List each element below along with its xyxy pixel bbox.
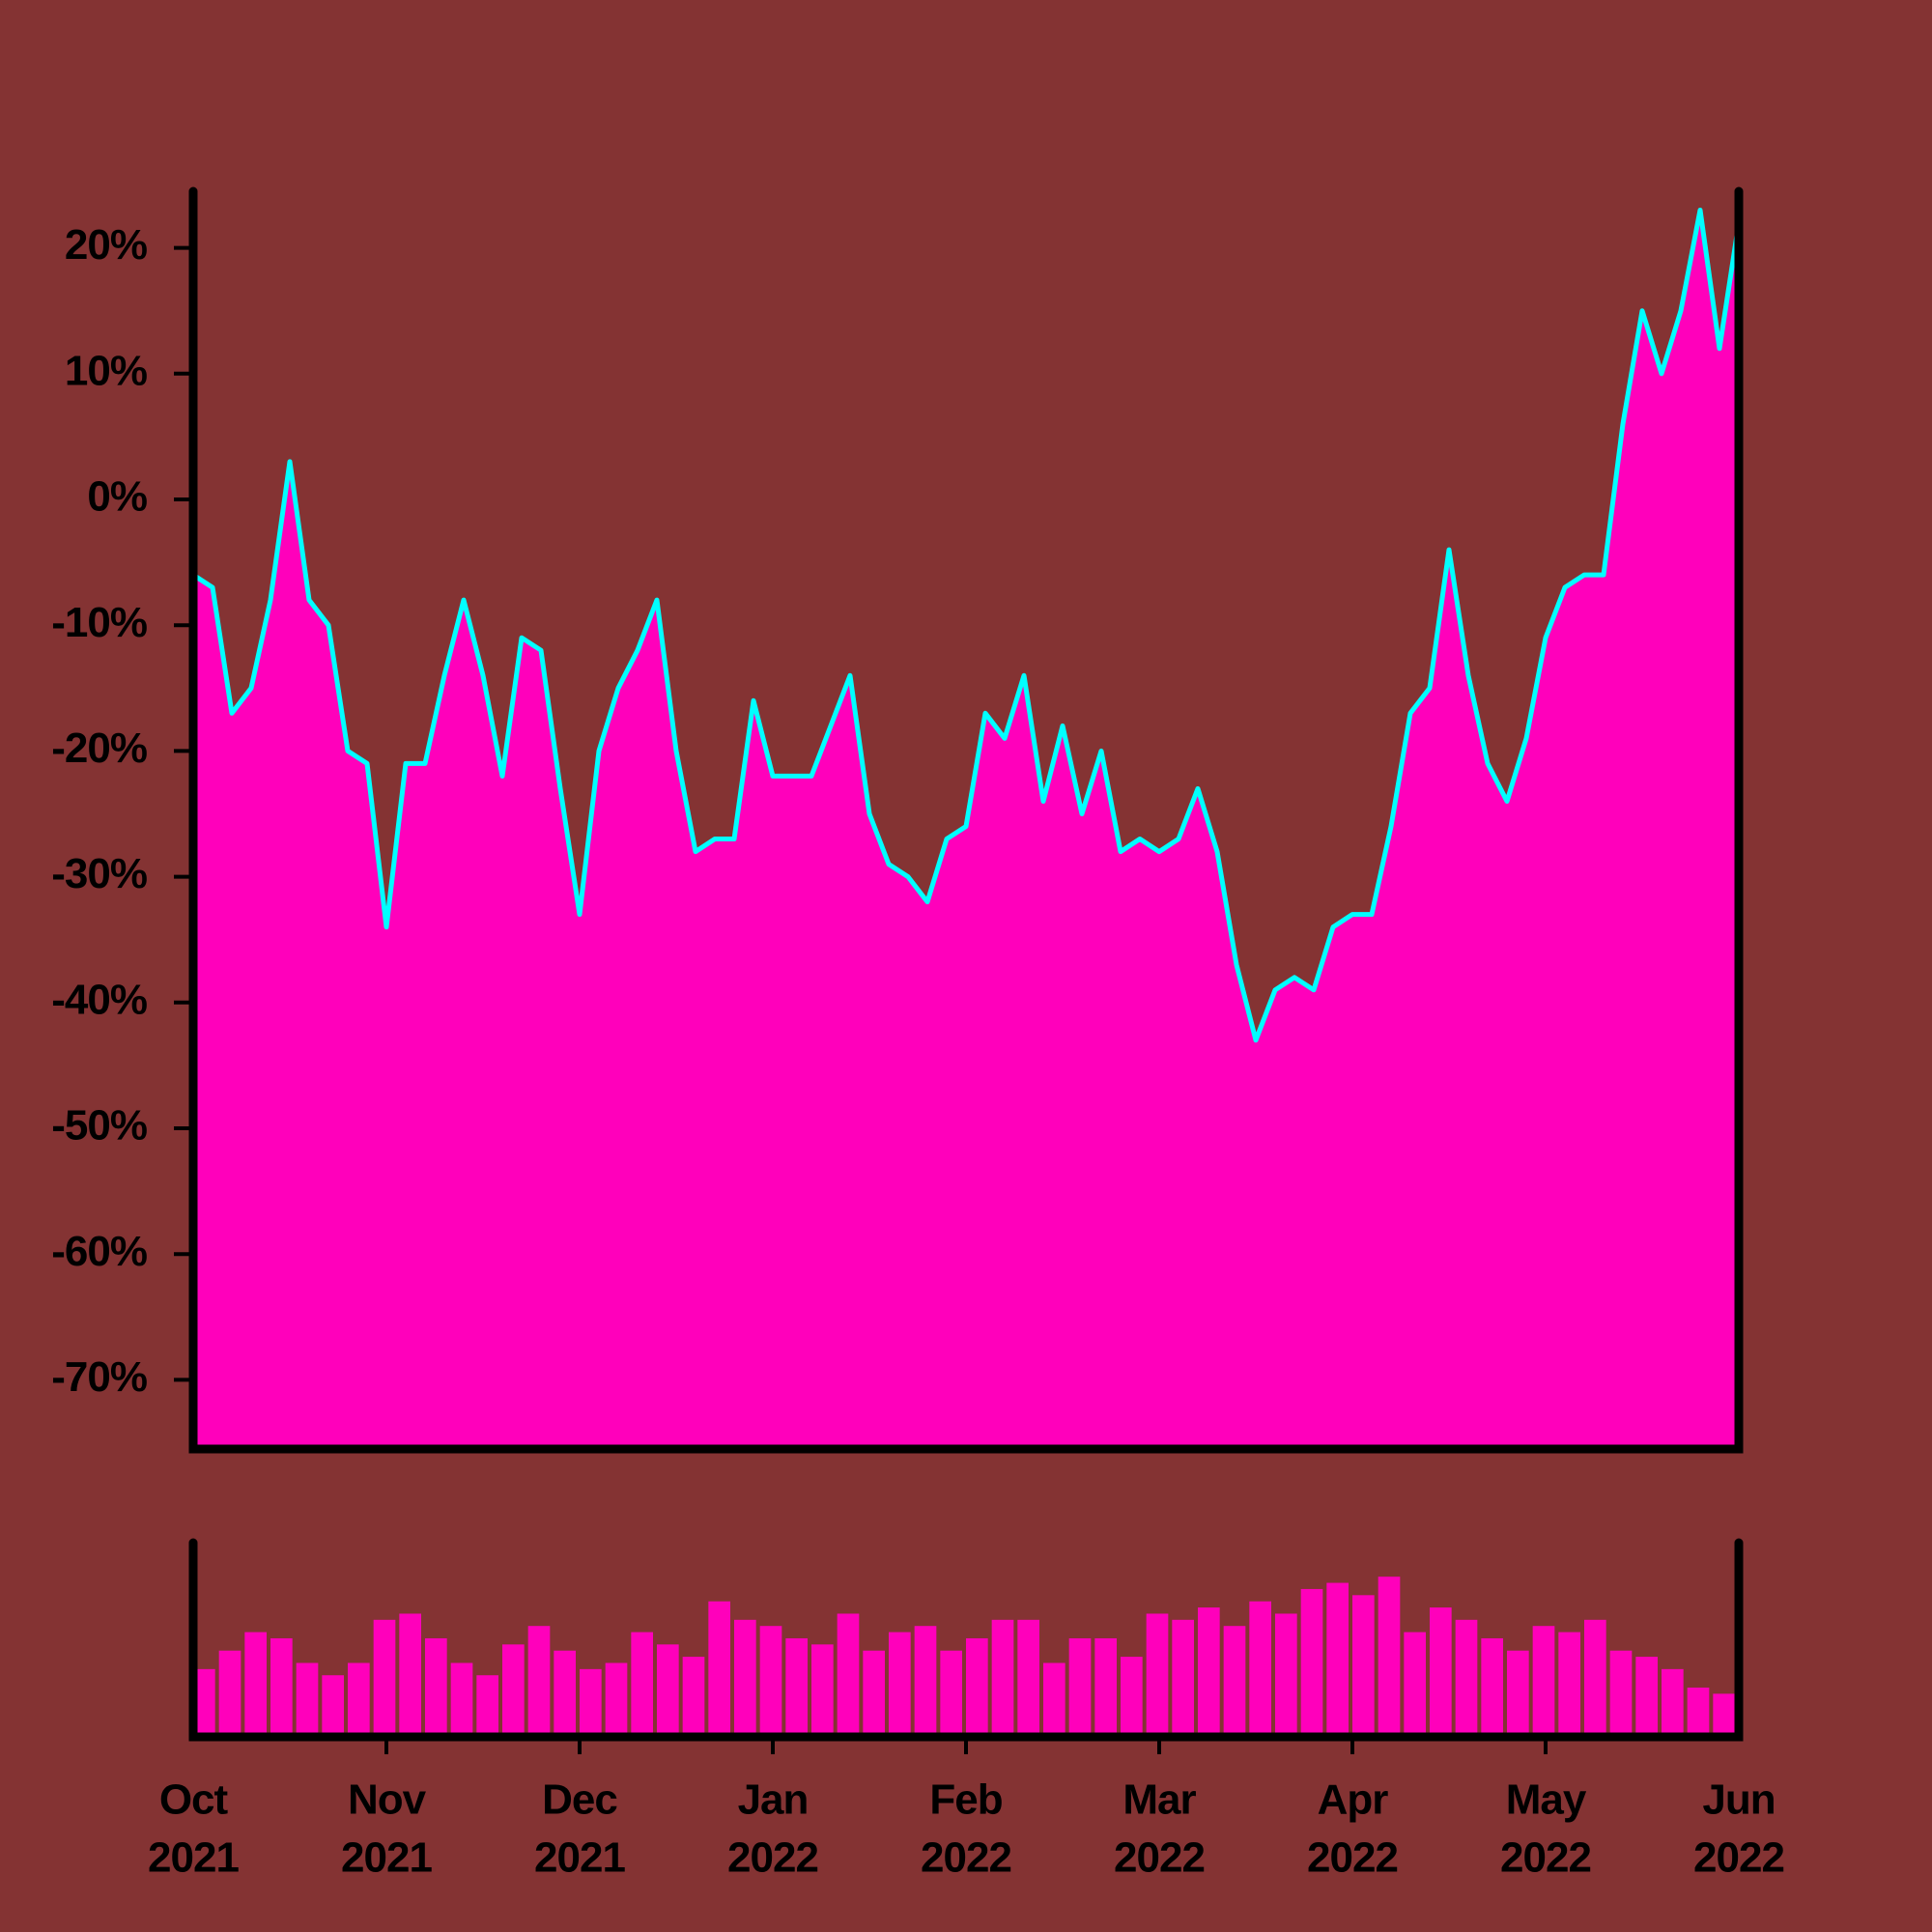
- x-tick-label: 2022: [1500, 1834, 1591, 1882]
- y-tick-label: -50%: [51, 1102, 147, 1150]
- volume-bar: [425, 1637, 447, 1737]
- volume-bar: [296, 1662, 319, 1737]
- x-tick-label: 2022: [1693, 1834, 1784, 1882]
- y-tick-label: -40%: [51, 976, 147, 1023]
- volume-bar: [450, 1662, 473, 1737]
- volume-bar: [1378, 1577, 1401, 1737]
- volume-bar: [1558, 1632, 1580, 1737]
- x-tick-label: Apr: [1318, 1776, 1389, 1824]
- volume-bar: [1662, 1668, 1684, 1737]
- volume-bar: [1198, 1607, 1220, 1737]
- volume-bar: [1481, 1637, 1503, 1737]
- volume-bar: [785, 1637, 808, 1737]
- volume-bar: [399, 1613, 421, 1737]
- y-tick-label: -10%: [51, 599, 147, 646]
- volume-bar: [734, 1619, 756, 1737]
- volume-bar: [270, 1637, 293, 1737]
- volume-bar: [554, 1650, 576, 1737]
- x-tick-label: Oct: [159, 1776, 229, 1824]
- x-tick-label: 2022: [921, 1834, 1011, 1882]
- x-tick-label: 2022: [1114, 1834, 1205, 1882]
- volume-bar: [1068, 1637, 1092, 1737]
- volume-bar: [244, 1632, 267, 1737]
- area: [193, 210, 1739, 1449]
- x-tick-label: Nov: [348, 1776, 427, 1824]
- volume-bar: [631, 1632, 653, 1737]
- volume-bar: [1635, 1657, 1658, 1737]
- y-tick-label: -60%: [51, 1228, 147, 1275]
- y-tick-label: 10%: [65, 347, 147, 394]
- volume-bar: [1455, 1619, 1478, 1737]
- volume-bar: [1300, 1588, 1323, 1737]
- volume-bar: [476, 1675, 498, 1737]
- volume-bar: [1223, 1626, 1246, 1737]
- volume-bar: [940, 1650, 962, 1737]
- volume-bar: [1043, 1662, 1065, 1737]
- x-tick-label: 2022: [1307, 1834, 1398, 1882]
- volume-bar: [1404, 1632, 1426, 1737]
- volume-bar: [863, 1650, 885, 1737]
- volume-bar: [1687, 1687, 1710, 1737]
- volume-bar: [527, 1626, 551, 1737]
- volume-bar: [1430, 1607, 1452, 1737]
- volume-bar: [708, 1601, 730, 1737]
- x-tick-label: May: [1506, 1776, 1587, 1824]
- volume-bar: [657, 1644, 679, 1737]
- volume-bar: [837, 1613, 860, 1737]
- y-tick-label: -30%: [51, 850, 147, 897]
- volume-bar: [759, 1626, 782, 1737]
- volume-bar: [1017, 1619, 1039, 1737]
- volume-bar: [373, 1619, 396, 1737]
- volume-bar: [1713, 1693, 1735, 1737]
- volume-bar: [1532, 1626, 1555, 1737]
- x-tick-label: Dec: [542, 1776, 617, 1824]
- x-tick-label: Jun: [1702, 1776, 1775, 1824]
- volume-bar: [1172, 1619, 1194, 1737]
- volume-bar: [1275, 1613, 1297, 1737]
- volume-bar: [811, 1644, 834, 1737]
- x-tick-label: 2021: [534, 1834, 625, 1882]
- x-tick-label: 2021: [148, 1834, 239, 1882]
- volume-bar: [348, 1662, 370, 1737]
- volume-bar: [1121, 1657, 1143, 1737]
- y-tick-label: 20%: [65, 221, 147, 269]
- volume-bar: [1584, 1619, 1606, 1737]
- axis-frame: [188, 186, 1744, 1454]
- volume-bar: [1146, 1613, 1169, 1737]
- x-tick-label: Jan: [738, 1776, 809, 1824]
- volume-bar: [218, 1650, 242, 1737]
- volume-bar: [1352, 1595, 1375, 1737]
- volume-bar: [991, 1619, 1014, 1737]
- volume-bar: [682, 1657, 705, 1737]
- volume-bar: [889, 1632, 911, 1737]
- volume-bar: [914, 1626, 937, 1737]
- x-tick-label: Mar: [1122, 1776, 1196, 1824]
- volume-bar: [1507, 1650, 1529, 1737]
- x-tick-label: Feb: [929, 1776, 1002, 1824]
- volume-bar: [580, 1668, 602, 1737]
- y-tick-label: -70%: [51, 1353, 147, 1401]
- volume-bar: [502, 1644, 525, 1737]
- volume-bar: [193, 1668, 215, 1737]
- volume-bar: [605, 1662, 628, 1737]
- volume-bar: [966, 1637, 988, 1737]
- volume-bar: [322, 1675, 344, 1737]
- x-tick-label: 2021: [341, 1834, 432, 1882]
- y-tick-label: -20%: [51, 724, 147, 772]
- volume-bar: [1249, 1601, 1271, 1737]
- volume-bar: [1609, 1650, 1633, 1737]
- y-tick-label: 0%: [87, 473, 147, 521]
- x-tick-label: 2022: [727, 1834, 818, 1882]
- line: [191, 208, 1742, 1043]
- volume-bar: [1094, 1637, 1117, 1737]
- volume-bar: [1326, 1582, 1349, 1737]
